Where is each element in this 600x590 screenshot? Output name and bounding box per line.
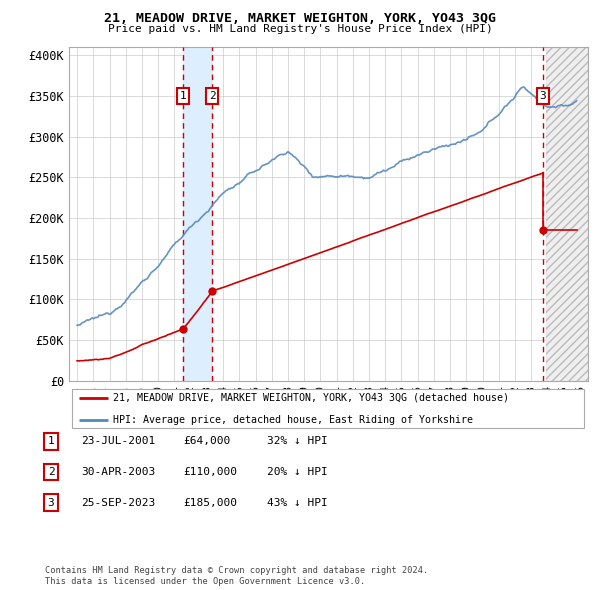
FancyBboxPatch shape: [71, 389, 584, 428]
Text: 3: 3: [47, 498, 55, 507]
Text: 32% ↓ HPI: 32% ↓ HPI: [267, 437, 328, 446]
Text: 25-SEP-2023: 25-SEP-2023: [81, 498, 155, 507]
Text: 2: 2: [47, 467, 55, 477]
Text: £110,000: £110,000: [183, 467, 237, 477]
Text: This data is licensed under the Open Government Licence v3.0.: This data is licensed under the Open Gov…: [45, 577, 365, 586]
Bar: [546, 47, 588, 381]
Text: 1: 1: [47, 437, 55, 446]
Text: HPI: Average price, detached house, East Riding of Yorkshire: HPI: Average price, detached house, East…: [113, 415, 473, 425]
Text: 21, MEADOW DRIVE, MARKET WEIGHTON, YORK, YO43 3QG (detached house): 21, MEADOW DRIVE, MARKET WEIGHTON, YORK,…: [113, 392, 509, 402]
Text: 20% ↓ HPI: 20% ↓ HPI: [267, 467, 328, 477]
Text: 21, MEADOW DRIVE, MARKET WEIGHTON, YORK, YO43 3QG: 21, MEADOW DRIVE, MARKET WEIGHTON, YORK,…: [104, 12, 496, 25]
Text: 1: 1: [180, 91, 187, 101]
Text: 2: 2: [209, 91, 215, 101]
Bar: [184, 47, 212, 381]
Text: 23-JUL-2001: 23-JUL-2001: [81, 437, 155, 446]
Text: Contains HM Land Registry data © Crown copyright and database right 2024.: Contains HM Land Registry data © Crown c…: [45, 566, 428, 575]
Text: 3: 3: [539, 91, 547, 101]
Bar: [546, 47, 588, 381]
Text: 43% ↓ HPI: 43% ↓ HPI: [267, 498, 328, 507]
Text: £185,000: £185,000: [183, 498, 237, 507]
Text: 30-APR-2003: 30-APR-2003: [81, 467, 155, 477]
Text: £64,000: £64,000: [183, 437, 230, 446]
Text: Price paid vs. HM Land Registry's House Price Index (HPI): Price paid vs. HM Land Registry's House …: [107, 24, 493, 34]
Bar: [546, 47, 588, 381]
